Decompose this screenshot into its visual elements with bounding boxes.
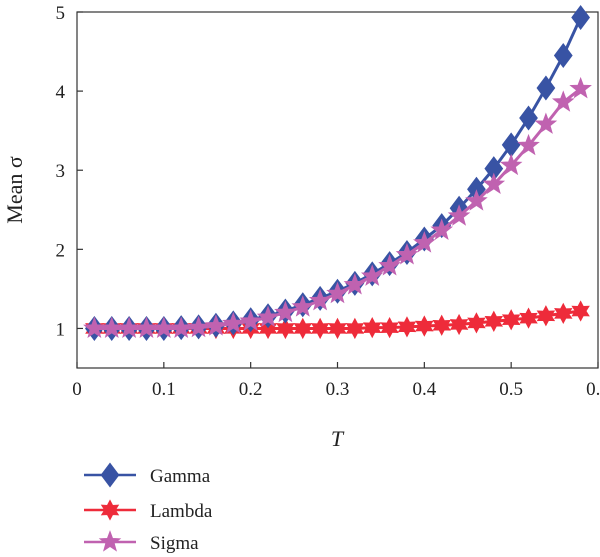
series-sigma	[83, 76, 592, 339]
y-axis-label: Mean σ	[2, 156, 27, 224]
data-point-sigma	[465, 189, 488, 211]
legend-label: Lambda	[150, 501, 213, 522]
y-tick-label: 5	[56, 3, 66, 24]
x-tick-label: 0.3	[326, 379, 350, 400]
data-point-sigma	[534, 112, 558, 134]
data-point-lambda	[397, 316, 417, 338]
data-point-sigma	[482, 172, 506, 195]
data-point-sigma	[274, 300, 297, 323]
data-point-gamma	[553, 43, 573, 69]
data-point-gamma	[519, 105, 538, 131]
legend-marker	[100, 462, 120, 488]
x-axis: 0 0.1 0.2 0.3 0.4 0.5 0.6	[72, 362, 600, 400]
data-point-lambda	[345, 317, 365, 340]
data-point-sigma	[378, 254, 401, 276]
data-point-sigma	[360, 264, 384, 286]
data-point-sigma	[499, 153, 523, 176]
x-tick-label: 0.2	[239, 379, 263, 400]
data-point-lambda	[571, 300, 590, 322]
data-point-sigma	[517, 133, 540, 156]
x-axis-label: T	[331, 426, 345, 451]
data-point-sigma	[413, 231, 436, 253]
data-point-lambda	[501, 309, 521, 331]
data-point-sigma	[291, 295, 315, 317]
data-point-lambda	[432, 314, 451, 336]
data-point-lambda	[415, 315, 434, 337]
legend-item-gamma: Gamma	[84, 462, 211, 488]
data-point-sigma	[447, 204, 471, 226]
y-tick-label: 3	[56, 161, 66, 182]
data-point-sigma	[343, 273, 367, 295]
data-point-sigma	[326, 281, 349, 304]
data-point-sigma	[204, 314, 228, 336]
x-tick-label: 0.5	[499, 379, 523, 400]
y-axis: 1 2 3 4 5	[56, 3, 83, 340]
data-point-lambda	[380, 317, 399, 339]
data-point-sigma	[569, 76, 592, 99]
data-point-sigma	[430, 218, 453, 240]
data-point-lambda	[484, 310, 504, 332]
x-tick-label: 0	[72, 379, 82, 400]
data-point-sigma	[222, 311, 245, 334]
y-tick-label: 4	[56, 82, 66, 103]
legend-label: Gamma	[150, 466, 211, 487]
data-point-sigma	[308, 288, 332, 311]
legend-item-sigma: Sigma	[84, 530, 199, 554]
data-point-sigma	[256, 305, 280, 327]
data-point-sigma	[551, 90, 575, 112]
data-point-lambda	[536, 305, 556, 327]
legend: Gamma Lambda Sigma	[84, 462, 213, 554]
data-point-gamma	[571, 5, 591, 31]
legend-item-lambda: Lambda	[84, 499, 213, 522]
data-point-lambda	[467, 312, 486, 334]
x-tick-label: 0.6	[586, 379, 600, 400]
data-point-sigma	[187, 315, 210, 338]
data-point-lambda	[519, 307, 538, 329]
data-point-lambda	[554, 302, 573, 325]
data-point-lambda	[449, 313, 469, 336]
data-point-sigma	[239, 309, 262, 331]
x-tick-label: 0.1	[152, 379, 176, 400]
y-tick-label: 1	[56, 319, 66, 340]
legend-marker	[100, 499, 120, 521]
series-layer	[83, 5, 592, 341]
x-tick-label: 0.4	[412, 379, 436, 400]
legend-label: Sigma	[150, 533, 199, 554]
y-tick-label: 2	[56, 240, 66, 261]
data-point-gamma	[536, 75, 556, 101]
data-point-sigma	[395, 243, 419, 265]
legend-marker	[98, 530, 122, 552]
